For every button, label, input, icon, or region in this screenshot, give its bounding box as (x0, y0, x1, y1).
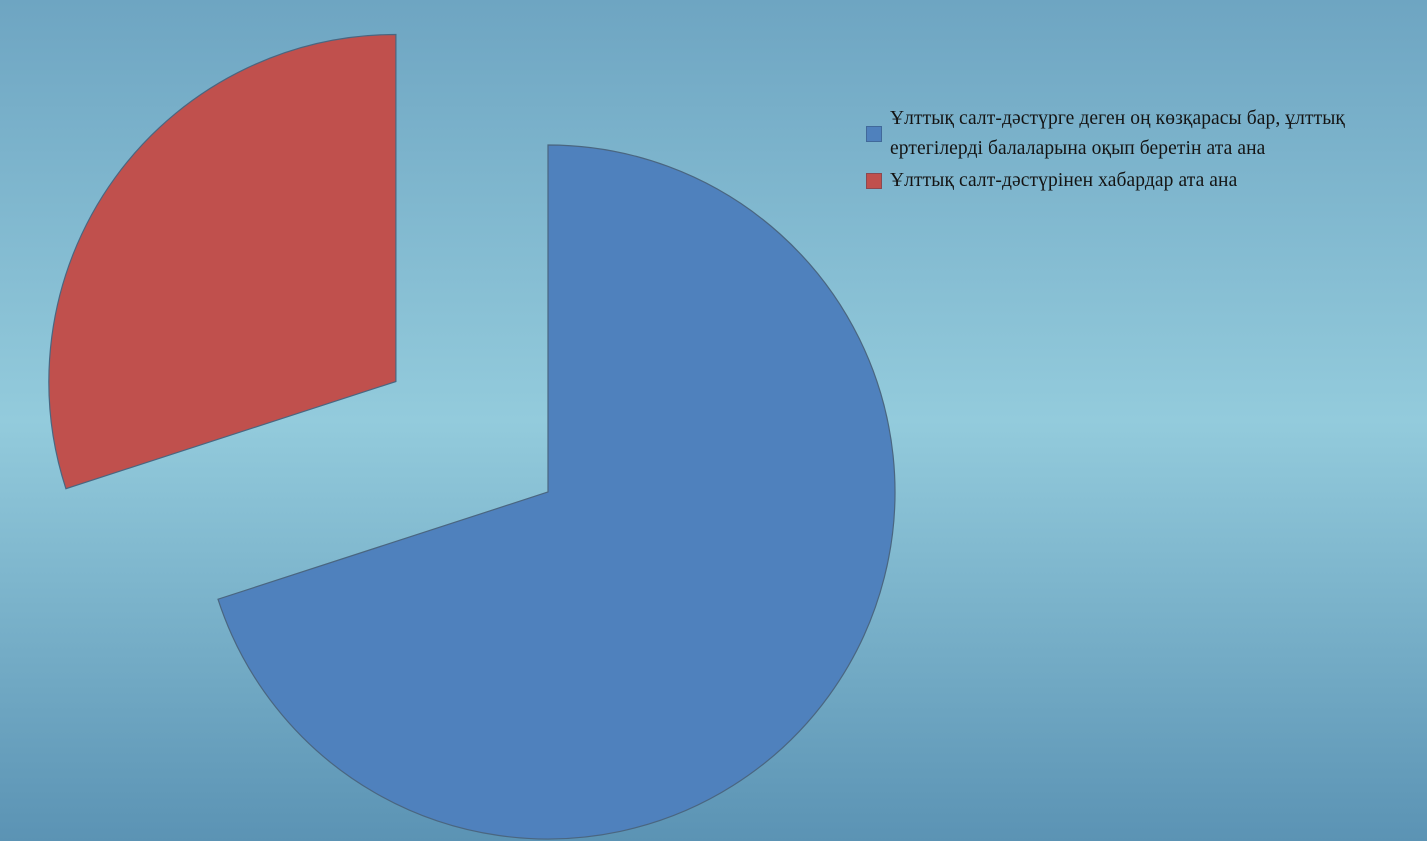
legend-swatch-red (866, 173, 882, 189)
pie-slices (48, 33, 896, 840)
legend-swatch-blue (866, 126, 882, 142)
legend-item-aware-parents: Ұлттық салт-дәстүрінен хабардар ата ана (866, 166, 1422, 196)
pie-slice-positive-attitude-parents (217, 144, 896, 840)
legend-label: Ұлттық салт-дәстүрінен хабардар ата ана (890, 170, 1238, 191)
legend: Ұлттық салт-дәстүрге деген оң көзқарасы … (866, 104, 1422, 198)
legend-label: Ұлттық салт-дәстүрге деген оң көзқарасы … (890, 108, 1346, 159)
legend-item-positive-attitude-parents: Ұлттық салт-дәстүрге деген оң көзқарасы … (866, 104, 1422, 164)
pie-slice-aware-parents (48, 33, 397, 490)
